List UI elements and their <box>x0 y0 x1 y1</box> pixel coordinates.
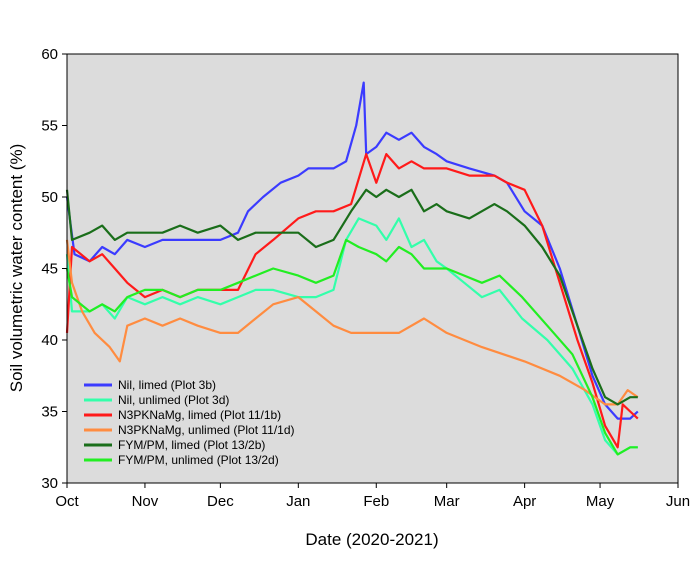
x-tick-label: Feb <box>363 493 389 510</box>
y-tick-label: 55 <box>41 118 58 135</box>
legend-label: Nil, unlimed (Plot 3d) <box>118 393 229 407</box>
x-axis: Oct Nov Dec Jan Feb Mar Apr May Jun <box>55 483 690 510</box>
x-axis-title: Date (2020-2021) <box>305 530 438 549</box>
x-tick-label: Dec <box>207 493 234 510</box>
y-tick-label: 60 <box>41 46 58 63</box>
series-line-4 <box>65 239 639 406</box>
legend-label: N3PKNaMg, limed (Plot 11/1b) <box>118 408 281 422</box>
legend: Nil, limed (Plot 3b)Nil, unlimed (Plot 3… <box>84 378 295 467</box>
x-tick-label: Nov <box>132 493 159 510</box>
plot-area <box>67 54 678 483</box>
series-layer <box>65 81 639 456</box>
x-tick-label: Jun <box>666 493 690 510</box>
y-tick-label: 35 <box>41 404 58 421</box>
legend-label: Nil, limed (Plot 3b) <box>118 378 216 392</box>
x-tick-label: Apr <box>513 493 536 510</box>
legend-label: FYM/PM, limed (Plot 13/2b) <box>118 438 265 452</box>
y-axis: 30 35 40 45 50 55 60 <box>41 46 67 492</box>
series-line-6 <box>65 238 638 456</box>
y-tick-label: 30 <box>41 475 58 492</box>
y-tick-label: 45 <box>41 261 58 278</box>
x-tick-label: Mar <box>434 493 460 510</box>
legend-label: FYM/PM, unlimed (Plot 13/2d) <box>118 453 279 467</box>
x-tick-label: Jan <box>286 493 310 510</box>
y-axis-title: Soil volumetric water content (%) <box>7 144 26 392</box>
series-line-5 <box>65 188 638 406</box>
y-tick-label: 50 <box>41 189 58 206</box>
series-line-3 <box>65 153 639 449</box>
series-line-2 <box>65 217 638 456</box>
x-tick-label: Oct <box>55 493 79 510</box>
legend-label: N3PKNaMg, unlimed (Plot 11/1d) <box>118 423 295 437</box>
x-tick-label: May <box>586 493 615 510</box>
y-tick-label: 40 <box>41 332 58 349</box>
